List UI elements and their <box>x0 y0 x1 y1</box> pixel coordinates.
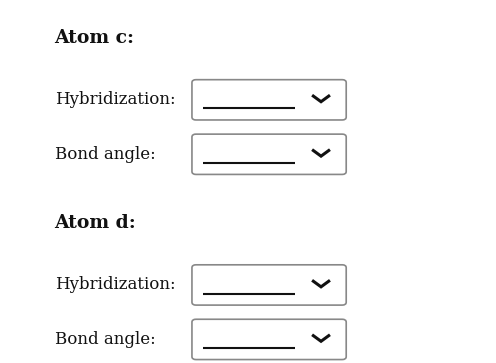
Text: Hybridization:: Hybridization: <box>55 277 175 293</box>
FancyBboxPatch shape <box>192 265 346 305</box>
FancyBboxPatch shape <box>192 134 346 175</box>
Text: Hybridization:: Hybridization: <box>55 91 175 108</box>
Text: Atom d:: Atom d: <box>55 214 136 232</box>
Text: Atom c:: Atom c: <box>55 29 134 47</box>
Text: Bond angle:: Bond angle: <box>55 146 155 163</box>
Text: Bond angle:: Bond angle: <box>55 331 155 348</box>
FancyBboxPatch shape <box>192 319 346 359</box>
FancyBboxPatch shape <box>192 79 346 120</box>
